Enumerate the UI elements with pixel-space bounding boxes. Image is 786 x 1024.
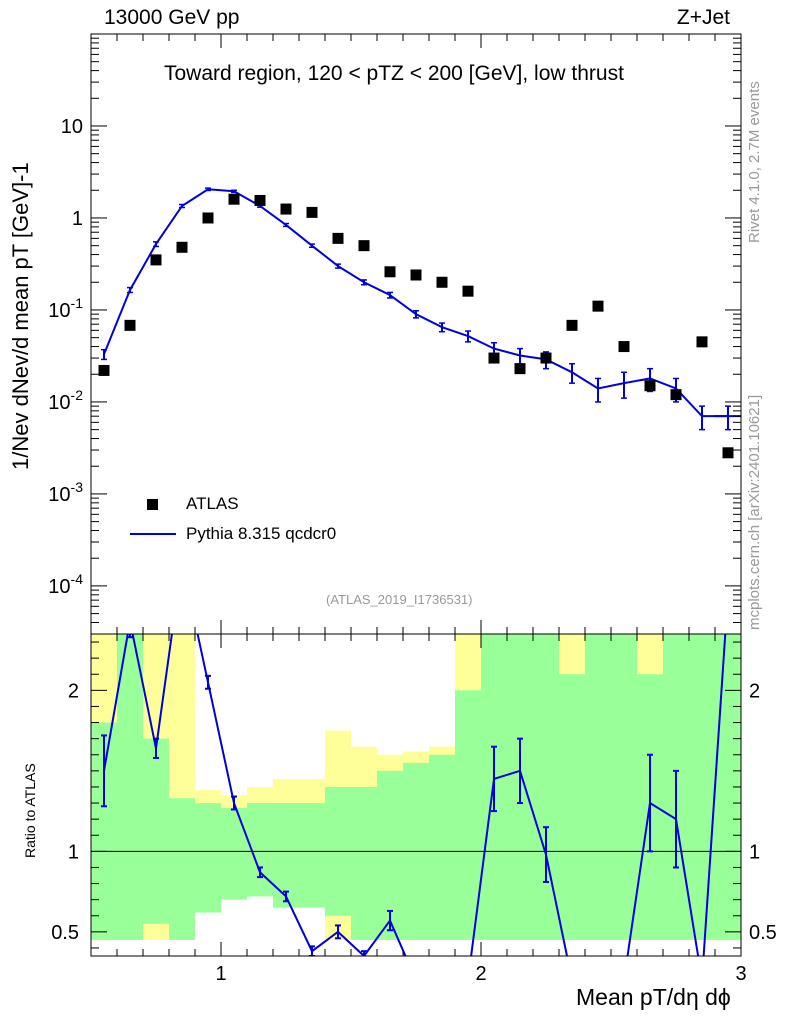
ratio-y-tick-label: 0.5: [51, 922, 79, 944]
legend-marks: [130, 499, 176, 535]
ratio-band-inner: [143, 738, 169, 924]
data-point: [176, 241, 188, 253]
legend-entry-atlas: ATLAS: [186, 494, 239, 513]
y-tick-label: 10-3: [48, 479, 83, 506]
ratio-band-inner: [169, 798, 195, 940]
data-point: [644, 380, 656, 392]
data-point: [566, 319, 578, 331]
data-point: [98, 364, 110, 376]
y-tick-label: 10: [61, 116, 83, 138]
rivet-version-label: Rivet 4.1.0, 2.7M events: [746, 81, 763, 243]
ratio-band-inner: [429, 754, 455, 940]
ratio-band-inner: [273, 803, 299, 908]
y-tick-label: 1: [72, 208, 83, 230]
data-point: [124, 319, 136, 331]
data-point: [514, 363, 526, 375]
data-point: [332, 232, 344, 244]
x-tick-label: 2: [475, 963, 486, 985]
axis-ticks: [90, 34, 742, 956]
ratio-y-tick-label-right: 0.5: [749, 922, 777, 944]
axis-tick-labels: 1 2 3 10-4 10-3 10-2 10-1 1 10 0.5 0.5 1 1 2 2: [48, 116, 777, 985]
ratio-band-inner: [351, 786, 377, 940]
data-point: [722, 447, 734, 459]
ratio-band-inner: [117, 634, 143, 940]
ratio-band-inner: [611, 634, 637, 940]
x-tick-label: 1: [215, 963, 226, 985]
data-point: [150, 254, 162, 266]
data-point: [228, 193, 240, 205]
ratio-band-inner: [299, 803, 325, 908]
ratio-y-tick-label-right: 1: [749, 841, 760, 863]
data-point: [592, 300, 604, 312]
data-point: [202, 212, 214, 224]
main-frame: [90, 33, 742, 635]
data-point: [410, 269, 422, 281]
data-point: [254, 194, 266, 206]
data-point: [670, 389, 682, 401]
data-point: [358, 240, 370, 252]
ratio-band-inner: [455, 690, 481, 940]
mcplots-label: mcplots.cern.ch [arXiv:2401.10621]: [746, 394, 763, 630]
y-axis-title-main: 1/Nev dNev/d mean pT [GeV]-1: [8, 162, 33, 470]
ratio-band-inner: [195, 803, 221, 913]
data-point: [462, 285, 474, 297]
data-point: [384, 266, 396, 278]
ratio-y-tick-label: 1: [68, 841, 79, 863]
ratio-band-inner: [689, 634, 715, 940]
ratio-frame: [90, 633, 742, 957]
ratio-band-inner: [559, 674, 585, 940]
data-point: [540, 352, 552, 364]
process-label: Z+Jet: [676, 6, 730, 29]
ratio-y-tick-label-right: 2: [749, 680, 760, 702]
y-tick-label: 10-1: [48, 295, 83, 322]
y-tick-label: 10-2: [48, 387, 83, 414]
data-point: [280, 203, 292, 215]
beam-label: 13000 GeV pp: [104, 6, 240, 29]
legend-atlas-marker: [147, 499, 158, 510]
ratio-band-inner: [585, 634, 611, 940]
y-axis-title-ratio: Ratio to ATLAS: [22, 763, 38, 858]
data-point: [306, 206, 318, 218]
data-point: [488, 352, 500, 364]
data-series-group: [98, 193, 734, 459]
analysis-reference: (ATLAS_2019_I1736531): [326, 592, 473, 607]
data-point: [618, 341, 630, 353]
ratio-mc-group: [101, 634, 727, 956]
y-tick-label: 10-4: [48, 571, 83, 598]
plot-title: Toward region, 120 < pTZ < 200 [GeV], lo…: [164, 62, 624, 85]
data-point: [436, 276, 448, 288]
mc-line: [103, 188, 728, 418]
ratio-y-tick-label: 2: [68, 680, 79, 702]
mc-series-group: [101, 187, 741, 431]
legend-entry-pythia: Pythia 8.315 qcdcr0: [186, 524, 337, 543]
ratio-band-inner: [221, 807, 247, 900]
x-axis-title: Mean pT/dη dϕ: [576, 984, 731, 1010]
data-point: [696, 336, 708, 348]
ratio-band-inner: [533, 634, 559, 940]
axes-frames: [90, 33, 742, 957]
x-tick-label: 3: [735, 963, 746, 985]
ratio-band-group: [91, 634, 741, 940]
